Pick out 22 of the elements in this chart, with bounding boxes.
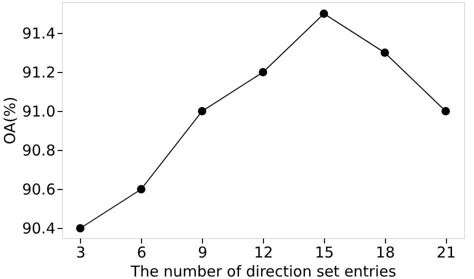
x-tick-label: 3 — [76, 244, 86, 262]
y-axis-title: OA(%) — [1, 96, 20, 144]
x-tick-label: 15 — [314, 244, 334, 262]
y-tick-label: 91.2 — [22, 64, 56, 82]
point — [258, 68, 268, 76]
x-axis-title: The number of direction set entries — [130, 262, 396, 279]
x-tick-label: 21 — [436, 244, 456, 262]
y-tick-label: 90.8 — [22, 142, 56, 160]
y-tick-label: 90.6 — [22, 180, 56, 199]
point — [442, 107, 450, 116]
x-tick-label: 12 — [254, 244, 274, 262]
y-tick-label: 91.0 — [22, 102, 56, 121]
y-tick-label: 91.4 — [22, 24, 56, 43]
x-tick-label: 6 — [136, 244, 146, 262]
point — [198, 107, 206, 116]
point — [137, 185, 146, 194]
x-tick-label: 18 — [376, 244, 395, 262]
x-tick-label: 9 — [198, 244, 208, 262]
y-tick-label: 90.4 — [22, 220, 56, 238]
point — [320, 10, 328, 18]
point — [380, 48, 389, 57]
point — [76, 224, 84, 232]
